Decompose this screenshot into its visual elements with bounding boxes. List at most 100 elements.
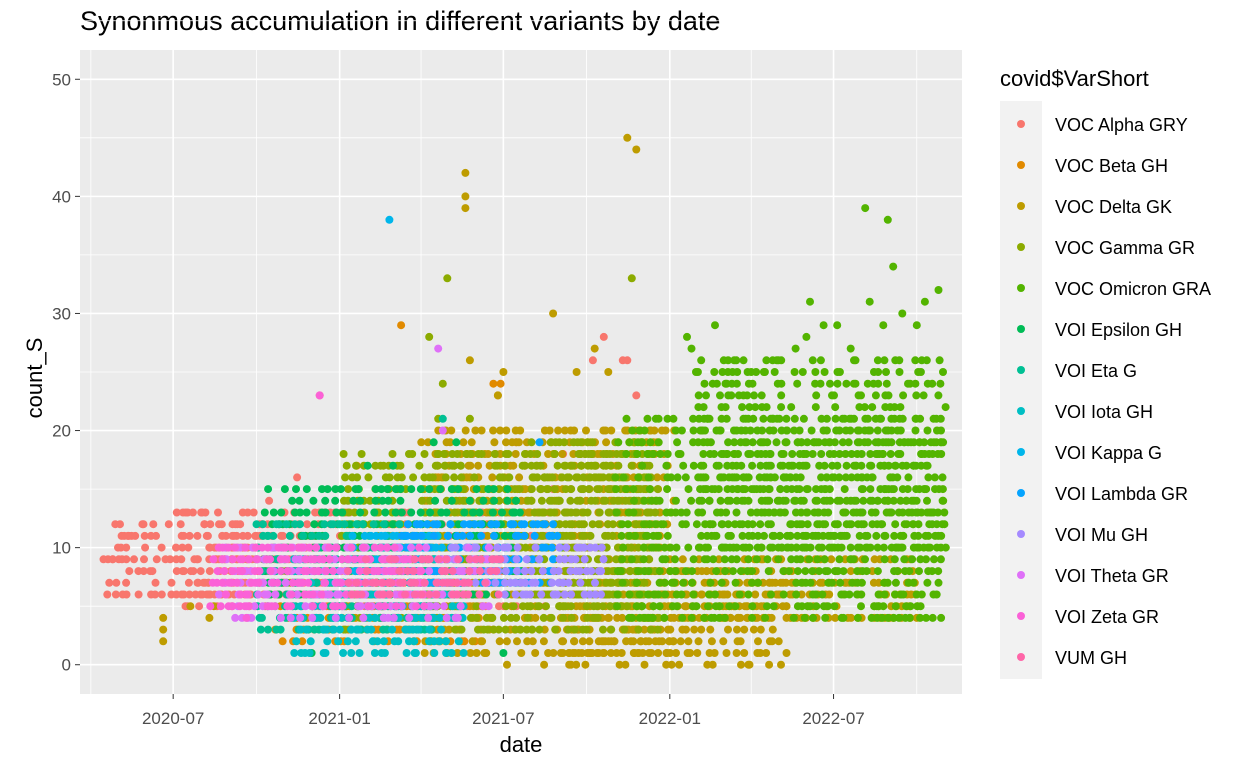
data-point <box>551 625 560 634</box>
data-point <box>511 578 520 587</box>
data-point <box>879 543 888 552</box>
data-point <box>874 438 883 447</box>
data-point <box>612 450 621 458</box>
data-point <box>426 508 435 517</box>
data-point <box>774 555 783 564</box>
data-point <box>466 649 475 657</box>
data-point <box>520 520 529 529</box>
data-point <box>928 567 937 576</box>
data-point <box>186 602 195 611</box>
data-point <box>722 508 731 517</box>
data-point <box>215 590 223 599</box>
data-point <box>705 496 714 505</box>
data-point <box>355 567 364 576</box>
data-point <box>839 508 848 517</box>
data-point <box>472 543 481 552</box>
data-point <box>940 508 949 517</box>
data-point <box>697 531 706 540</box>
data-point <box>640 660 649 669</box>
data-point <box>830 543 839 552</box>
data-point <box>349 496 358 505</box>
data-point <box>705 414 714 423</box>
data-point <box>890 403 899 412</box>
data-point <box>599 625 607 634</box>
data-point <box>238 531 247 540</box>
data-point <box>604 567 613 576</box>
data-point <box>502 637 511 646</box>
data-point <box>587 450 596 458</box>
y-tick-label: 0 <box>62 656 71 675</box>
data-point <box>654 414 663 423</box>
data-point <box>635 590 644 599</box>
data-point <box>172 543 180 552</box>
data-point <box>188 508 197 517</box>
data-point <box>857 461 866 470</box>
data-point <box>765 426 774 435</box>
data-point <box>734 450 742 458</box>
data-point <box>486 567 495 576</box>
data-point <box>902 520 911 529</box>
data-point <box>517 649 526 657</box>
data-point <box>759 368 768 376</box>
data-point <box>388 625 397 634</box>
data-point <box>457 625 466 634</box>
data-point <box>496 426 505 435</box>
data-point <box>561 520 570 529</box>
data-point <box>730 520 739 529</box>
data-point <box>830 391 838 400</box>
data-point <box>820 368 829 376</box>
data-point <box>286 543 295 552</box>
data-point <box>437 543 446 552</box>
data-point <box>482 613 491 622</box>
data-point <box>873 543 882 552</box>
data-point <box>353 473 362 482</box>
data-point <box>682 625 690 634</box>
data-point <box>898 531 907 540</box>
data-point <box>748 461 757 470</box>
data-point <box>444 531 452 540</box>
data-point <box>706 578 715 587</box>
data-point <box>768 637 777 646</box>
data-point <box>919 543 928 552</box>
legend-label: VOI Theta GR <box>1055 566 1169 586</box>
data-point <box>689 414 698 423</box>
data-point <box>599 649 608 657</box>
data-point <box>590 344 599 353</box>
data-point <box>905 613 914 622</box>
data-point <box>504 450 513 458</box>
data-point <box>924 473 933 482</box>
data-point <box>727 391 736 400</box>
data-point <box>842 496 851 505</box>
data-point <box>813 555 822 564</box>
data-point <box>490 496 499 505</box>
data-point <box>420 578 429 587</box>
data-point <box>934 391 943 400</box>
data-point <box>264 625 272 634</box>
data-point <box>676 637 685 646</box>
data-point <box>176 520 185 529</box>
legend-key <box>1017 284 1025 292</box>
data-point <box>629 485 638 494</box>
data-point <box>442 555 451 564</box>
data-point <box>218 543 227 552</box>
data-point <box>839 567 848 576</box>
data-point <box>568 649 577 657</box>
data-point <box>792 543 801 552</box>
data-point <box>702 391 710 400</box>
data-point <box>724 625 732 634</box>
data-point <box>335 625 344 634</box>
data-point <box>331 485 340 494</box>
data-point <box>167 578 176 587</box>
data-point <box>884 461 893 470</box>
data-point <box>560 590 569 599</box>
data-point <box>692 520 701 529</box>
data-point <box>286 613 295 622</box>
data-point <box>607 426 616 435</box>
data-point <box>936 555 945 564</box>
data-point <box>880 356 889 365</box>
data-point <box>423 520 432 529</box>
data-point <box>882 438 891 447</box>
data-point <box>644 567 653 576</box>
data-point <box>769 602 778 611</box>
